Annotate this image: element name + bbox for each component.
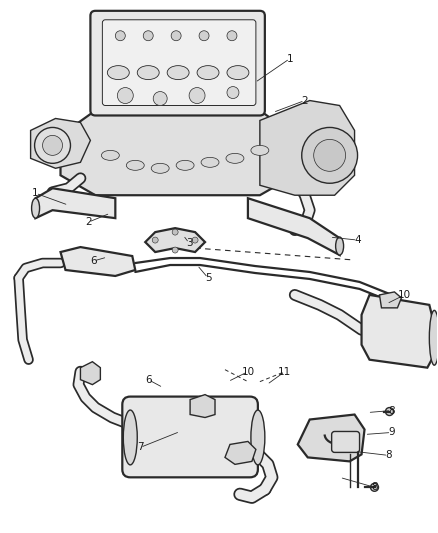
Text: 6: 6 — [145, 375, 152, 385]
Circle shape — [171, 31, 181, 41]
Text: 8: 8 — [371, 482, 378, 492]
Text: 6: 6 — [90, 256, 97, 266]
Circle shape — [385, 408, 393, 416]
Circle shape — [117, 87, 133, 103]
Circle shape — [302, 127, 357, 183]
FancyBboxPatch shape — [332, 432, 360, 453]
Ellipse shape — [176, 160, 194, 171]
Text: 3: 3 — [186, 238, 192, 248]
Circle shape — [42, 135, 63, 155]
Ellipse shape — [251, 410, 265, 465]
Text: 10: 10 — [241, 367, 254, 377]
Ellipse shape — [197, 66, 219, 79]
Ellipse shape — [137, 66, 159, 79]
Polygon shape — [35, 188, 115, 218]
Circle shape — [115, 31, 125, 41]
FancyBboxPatch shape — [90, 11, 265, 116]
Ellipse shape — [201, 157, 219, 167]
Ellipse shape — [429, 310, 438, 365]
Text: 1: 1 — [286, 54, 293, 63]
Ellipse shape — [124, 410, 137, 465]
Circle shape — [172, 247, 178, 253]
Text: 2: 2 — [301, 95, 308, 106]
Circle shape — [153, 92, 167, 106]
Ellipse shape — [167, 66, 189, 79]
Polygon shape — [260, 101, 355, 195]
Text: 1: 1 — [32, 188, 39, 198]
Ellipse shape — [226, 154, 244, 163]
Polygon shape — [60, 110, 295, 195]
Text: 7: 7 — [137, 442, 144, 453]
Circle shape — [371, 483, 378, 491]
Polygon shape — [298, 415, 364, 462]
Circle shape — [199, 31, 209, 41]
Polygon shape — [190, 394, 215, 417]
Text: 4: 4 — [354, 235, 361, 245]
Polygon shape — [225, 441, 256, 464]
Circle shape — [35, 127, 71, 163]
Ellipse shape — [107, 66, 129, 79]
Text: 11: 11 — [278, 367, 291, 377]
Text: 8: 8 — [385, 450, 392, 461]
Circle shape — [314, 140, 346, 171]
Ellipse shape — [32, 198, 39, 218]
Text: 10: 10 — [398, 290, 411, 300]
Circle shape — [152, 237, 158, 243]
Text: 2: 2 — [85, 217, 92, 227]
Text: 5: 5 — [205, 273, 212, 283]
Circle shape — [189, 87, 205, 103]
Ellipse shape — [227, 66, 249, 79]
FancyBboxPatch shape — [122, 397, 258, 478]
FancyBboxPatch shape — [102, 20, 256, 106]
Circle shape — [172, 229, 178, 235]
Ellipse shape — [151, 163, 169, 173]
Polygon shape — [248, 198, 339, 255]
Circle shape — [227, 86, 239, 99]
Polygon shape — [145, 228, 205, 252]
Ellipse shape — [336, 237, 343, 255]
Polygon shape — [379, 292, 401, 308]
Polygon shape — [60, 247, 135, 276]
Ellipse shape — [126, 160, 144, 171]
Circle shape — [143, 31, 153, 41]
Polygon shape — [81, 362, 100, 385]
Polygon shape — [361, 295, 434, 368]
Ellipse shape — [101, 150, 119, 160]
Text: 8: 8 — [388, 406, 395, 416]
Polygon shape — [31, 118, 90, 168]
Text: 9: 9 — [388, 427, 395, 438]
Circle shape — [227, 31, 237, 41]
Ellipse shape — [251, 146, 269, 155]
Circle shape — [192, 237, 198, 243]
